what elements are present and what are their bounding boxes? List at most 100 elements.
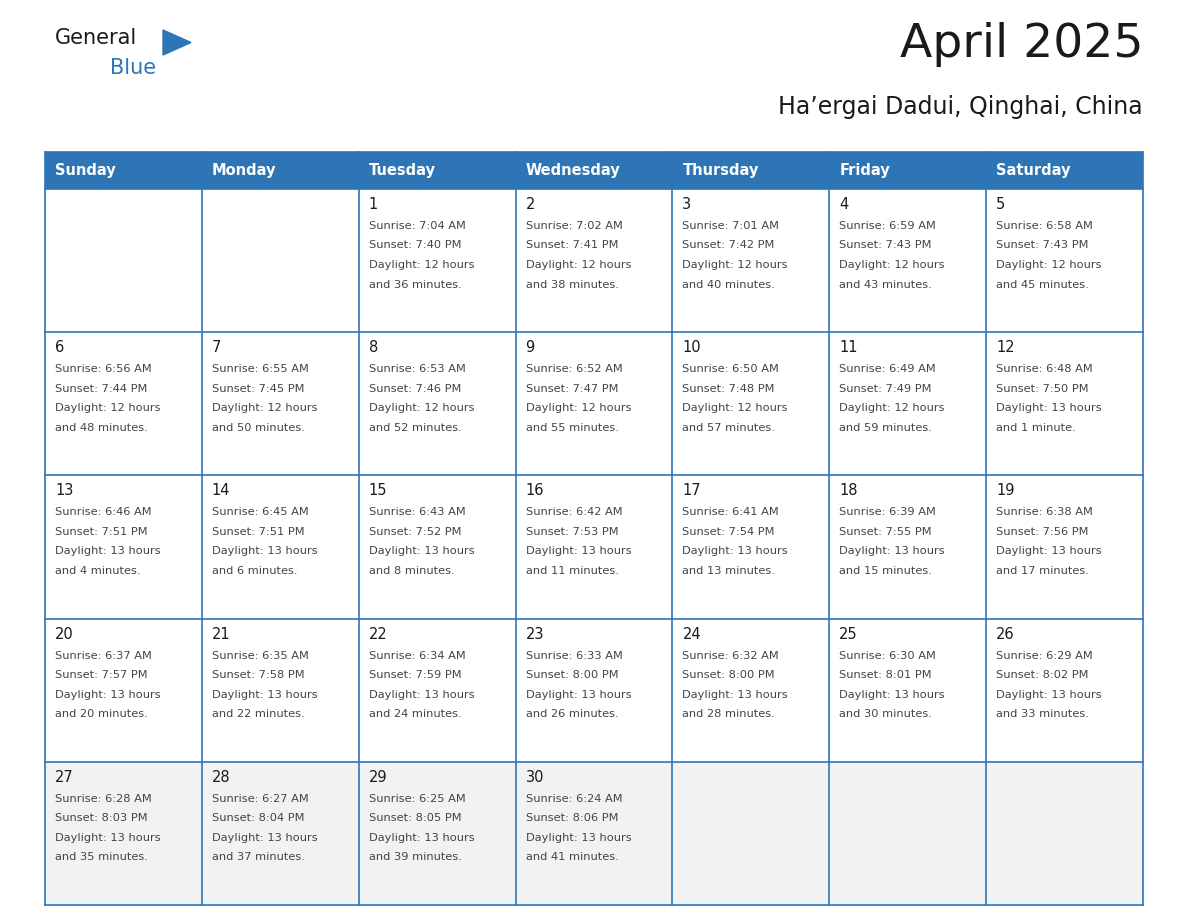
Text: and 43 minutes.: and 43 minutes. — [839, 279, 933, 289]
Text: Daylight: 13 hours: Daylight: 13 hours — [525, 833, 631, 843]
Text: and 8 minutes.: and 8 minutes. — [368, 565, 454, 576]
Text: and 28 minutes.: and 28 minutes. — [682, 709, 776, 719]
Text: Sunset: 7:49 PM: Sunset: 7:49 PM — [839, 384, 931, 394]
Text: Sunrise: 6:27 AM: Sunrise: 6:27 AM — [211, 794, 309, 804]
Text: Sunrise: 6:46 AM: Sunrise: 6:46 AM — [55, 508, 152, 518]
Text: Daylight: 13 hours: Daylight: 13 hours — [839, 546, 944, 556]
Text: Sunrise: 6:56 AM: Sunrise: 6:56 AM — [55, 364, 152, 375]
Text: Sunset: 8:04 PM: Sunset: 8:04 PM — [211, 813, 304, 823]
Text: Sunset: 7:43 PM: Sunset: 7:43 PM — [839, 241, 931, 251]
Text: Sunrise: 6:59 AM: Sunrise: 6:59 AM — [839, 221, 936, 231]
Text: Sunrise: 6:39 AM: Sunrise: 6:39 AM — [839, 508, 936, 518]
Text: and 4 minutes.: and 4 minutes. — [55, 565, 140, 576]
Text: Daylight: 13 hours: Daylight: 13 hours — [997, 689, 1101, 700]
Text: 2: 2 — [525, 197, 535, 212]
Text: Sunrise: 6:50 AM: Sunrise: 6:50 AM — [682, 364, 779, 375]
Text: Sunset: 7:54 PM: Sunset: 7:54 PM — [682, 527, 775, 537]
Text: Sunset: 7:51 PM: Sunset: 7:51 PM — [55, 527, 147, 537]
Text: Sunset: 7:57 PM: Sunset: 7:57 PM — [55, 670, 147, 680]
Text: Tuesday: Tuesday — [368, 163, 436, 178]
Text: and 30 minutes.: and 30 minutes. — [839, 709, 933, 719]
Text: 18: 18 — [839, 484, 858, 498]
Text: Sunrise: 6:32 AM: Sunrise: 6:32 AM — [682, 651, 779, 661]
Text: Daylight: 13 hours: Daylight: 13 hours — [211, 689, 317, 700]
Text: Sunset: 7:53 PM: Sunset: 7:53 PM — [525, 527, 618, 537]
Text: Friday: Friday — [839, 163, 890, 178]
Text: Daylight: 12 hours: Daylight: 12 hours — [368, 260, 474, 270]
Bar — [45, 152, 1143, 189]
Text: and 38 minutes.: and 38 minutes. — [525, 279, 619, 289]
Text: Sunset: 8:01 PM: Sunset: 8:01 PM — [839, 670, 931, 680]
Text: Sunset: 8:05 PM: Sunset: 8:05 PM — [368, 813, 461, 823]
Text: Sunrise: 7:04 AM: Sunrise: 7:04 AM — [368, 221, 466, 231]
Text: and 6 minutes.: and 6 minutes. — [211, 565, 297, 576]
Text: Daylight: 13 hours: Daylight: 13 hours — [368, 546, 474, 556]
Text: Daylight: 13 hours: Daylight: 13 hours — [525, 546, 631, 556]
Text: and 17 minutes.: and 17 minutes. — [997, 565, 1089, 576]
Bar — [45, 762, 1143, 905]
Text: Daylight: 13 hours: Daylight: 13 hours — [997, 403, 1101, 413]
Text: 3: 3 — [682, 197, 691, 212]
Text: Sunrise: 6:55 AM: Sunrise: 6:55 AM — [211, 364, 309, 375]
Text: Daylight: 13 hours: Daylight: 13 hours — [525, 689, 631, 700]
Text: Sunrise: 6:52 AM: Sunrise: 6:52 AM — [525, 364, 623, 375]
Text: and 57 minutes.: and 57 minutes. — [682, 422, 776, 432]
Text: 16: 16 — [525, 484, 544, 498]
Text: and 35 minutes.: and 35 minutes. — [55, 852, 147, 862]
Text: Daylight: 12 hours: Daylight: 12 hours — [368, 403, 474, 413]
Text: Daylight: 13 hours: Daylight: 13 hours — [211, 833, 317, 843]
Text: Daylight: 13 hours: Daylight: 13 hours — [682, 546, 788, 556]
Text: and 11 minutes.: and 11 minutes. — [525, 565, 619, 576]
Text: Sunset: 7:40 PM: Sunset: 7:40 PM — [368, 241, 461, 251]
Text: Sunrise: 6:29 AM: Sunrise: 6:29 AM — [997, 651, 1093, 661]
Text: 19: 19 — [997, 484, 1015, 498]
Text: Daylight: 13 hours: Daylight: 13 hours — [839, 689, 944, 700]
Text: Sunset: 7:51 PM: Sunset: 7:51 PM — [211, 527, 304, 537]
Text: Sunset: 7:42 PM: Sunset: 7:42 PM — [682, 241, 775, 251]
Text: Daylight: 13 hours: Daylight: 13 hours — [997, 546, 1101, 556]
Text: 29: 29 — [368, 770, 387, 785]
Text: Sunset: 7:48 PM: Sunset: 7:48 PM — [682, 384, 775, 394]
Text: Sunrise: 6:33 AM: Sunrise: 6:33 AM — [525, 651, 623, 661]
Text: Monday: Monday — [211, 163, 277, 178]
Text: Daylight: 13 hours: Daylight: 13 hours — [368, 689, 474, 700]
Text: 24: 24 — [682, 627, 701, 642]
Text: Sunset: 7:45 PM: Sunset: 7:45 PM — [211, 384, 304, 394]
Text: Sunrise: 7:01 AM: Sunrise: 7:01 AM — [682, 221, 779, 231]
Bar — [45, 332, 1143, 476]
Text: Daylight: 13 hours: Daylight: 13 hours — [368, 833, 474, 843]
Text: Sunrise: 6:49 AM: Sunrise: 6:49 AM — [839, 364, 936, 375]
Text: 17: 17 — [682, 484, 701, 498]
Text: Sunrise: 7:02 AM: Sunrise: 7:02 AM — [525, 221, 623, 231]
Text: and 33 minutes.: and 33 minutes. — [997, 709, 1089, 719]
Text: Sunset: 7:58 PM: Sunset: 7:58 PM — [211, 670, 304, 680]
Text: Sunrise: 6:48 AM: Sunrise: 6:48 AM — [997, 364, 1093, 375]
Text: Sunset: 7:55 PM: Sunset: 7:55 PM — [839, 527, 931, 537]
Text: Sunrise: 6:37 AM: Sunrise: 6:37 AM — [55, 651, 152, 661]
Text: Daylight: 12 hours: Daylight: 12 hours — [997, 260, 1101, 270]
Text: and 22 minutes.: and 22 minutes. — [211, 709, 304, 719]
Text: Sunrise: 6:30 AM: Sunrise: 6:30 AM — [839, 651, 936, 661]
Text: Daylight: 12 hours: Daylight: 12 hours — [525, 260, 631, 270]
Text: and 48 minutes.: and 48 minutes. — [55, 422, 147, 432]
Text: 1: 1 — [368, 197, 378, 212]
Text: 6: 6 — [55, 341, 64, 355]
Text: Sunset: 8:06 PM: Sunset: 8:06 PM — [525, 813, 618, 823]
Text: and 26 minutes.: and 26 minutes. — [525, 709, 618, 719]
Text: Daylight: 12 hours: Daylight: 12 hours — [211, 403, 317, 413]
Text: Sunset: 7:47 PM: Sunset: 7:47 PM — [525, 384, 618, 394]
Text: Daylight: 13 hours: Daylight: 13 hours — [55, 833, 160, 843]
Text: and 52 minutes.: and 52 minutes. — [368, 422, 461, 432]
Text: Sunday: Sunday — [55, 163, 115, 178]
Text: Sunset: 8:03 PM: Sunset: 8:03 PM — [55, 813, 147, 823]
Text: Blue: Blue — [110, 58, 156, 78]
Text: Sunrise: 6:43 AM: Sunrise: 6:43 AM — [368, 508, 466, 518]
Text: Sunset: 7:56 PM: Sunset: 7:56 PM — [997, 527, 1088, 537]
Text: 7: 7 — [211, 341, 221, 355]
Text: Sunset: 7:44 PM: Sunset: 7:44 PM — [55, 384, 147, 394]
Text: 14: 14 — [211, 484, 230, 498]
Text: and 41 minutes.: and 41 minutes. — [525, 852, 618, 862]
Text: and 13 minutes.: and 13 minutes. — [682, 565, 776, 576]
Text: Daylight: 13 hours: Daylight: 13 hours — [682, 689, 788, 700]
Text: Daylight: 12 hours: Daylight: 12 hours — [525, 403, 631, 413]
